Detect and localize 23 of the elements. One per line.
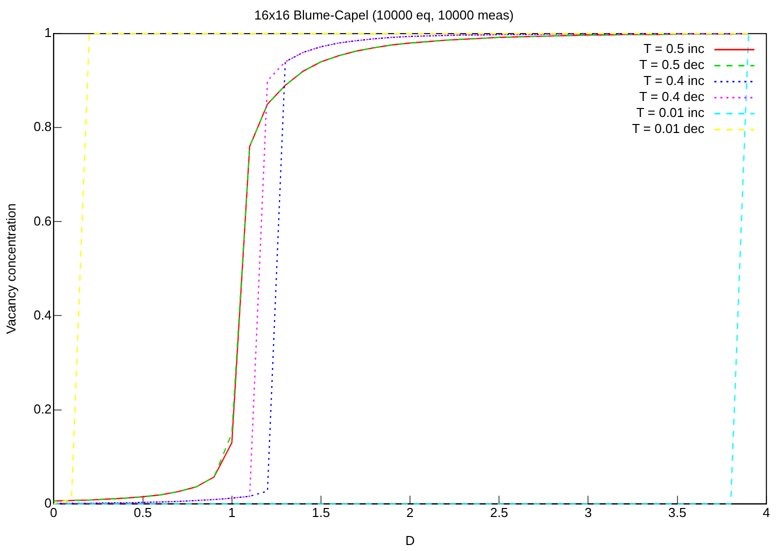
- x-tick-label: 3: [584, 505, 592, 520]
- x-tick-label: 1.5: [312, 505, 330, 520]
- x-tick-label: 0.5: [134, 505, 152, 520]
- x-tick-label: 3.5: [668, 505, 686, 520]
- legend-label: T = 0.01 dec: [632, 121, 705, 136]
- legend-label: T = 0.5 inc: [644, 41, 705, 56]
- x-tick-label: 2.5: [490, 505, 508, 520]
- x-tick-label: 4: [762, 505, 770, 520]
- y-tick-label: 1: [44, 25, 52, 40]
- y-tick-label: 0.4: [34, 307, 52, 322]
- x-axis-title: D: [405, 532, 415, 548]
- y-tick-label: 0: [44, 495, 52, 510]
- y-tick-label: 0.6: [34, 213, 52, 228]
- chart-title: 16x16 Blume-Capel (10000 eq, 10000 meas): [254, 7, 514, 22]
- y-tick-label: 0.8: [34, 119, 52, 134]
- x-tick-label: 2: [406, 505, 414, 520]
- x-tick-label: 1: [228, 505, 236, 520]
- legend-label: T = 0.5 dec: [639, 57, 705, 72]
- y-tick-label: 0.2: [34, 401, 52, 416]
- legend-label: T = 0.4 dec: [639, 89, 705, 104]
- y-axis-title: Vacancy concentration: [3, 203, 18, 334]
- legend-label: T = 0.01 inc: [636, 105, 705, 120]
- legend-label: T = 0.4 inc: [644, 73, 705, 88]
